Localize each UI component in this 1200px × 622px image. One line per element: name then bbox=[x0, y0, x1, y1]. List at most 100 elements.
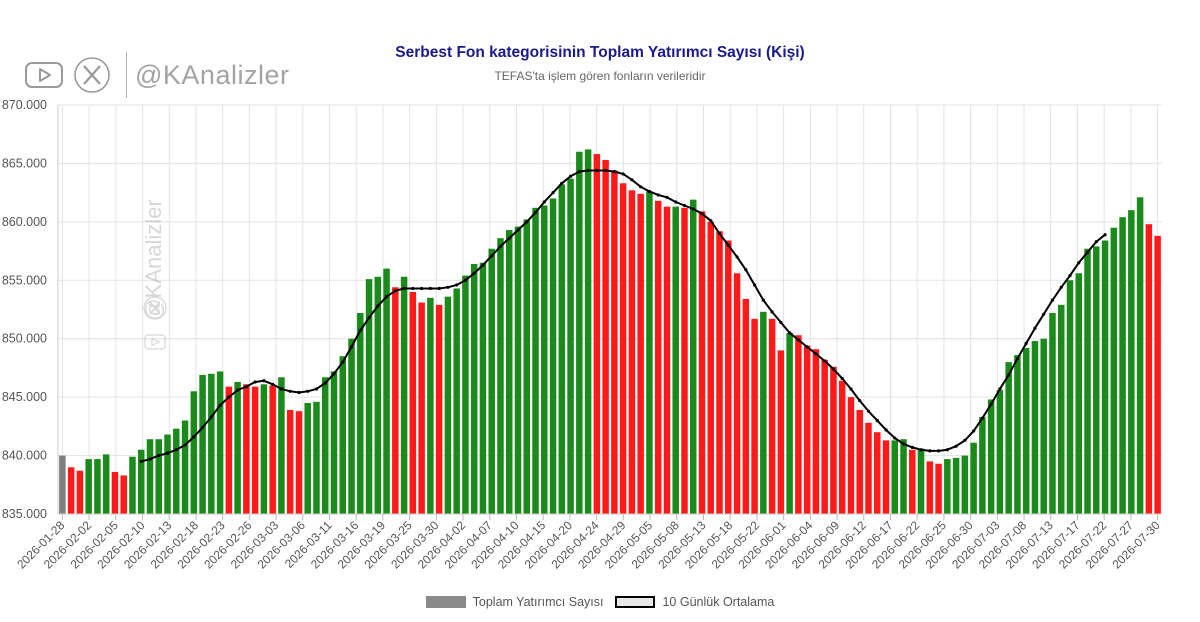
bar[interactable] bbox=[541, 205, 548, 515]
bar[interactable] bbox=[532, 207, 539, 514]
bar[interactable] bbox=[628, 190, 636, 514]
bar[interactable] bbox=[1022, 348, 1030, 514]
bar[interactable] bbox=[321, 377, 329, 514]
bar[interactable] bbox=[392, 287, 399, 514]
bar[interactable] bbox=[365, 279, 373, 514]
bar[interactable] bbox=[129, 456, 136, 514]
bar[interactable] bbox=[357, 313, 364, 514]
bar[interactable] bbox=[1040, 338, 1047, 514]
bar[interactable] bbox=[374, 276, 382, 514]
youtube-icon[interactable] bbox=[24, 55, 64, 95]
bar[interactable] bbox=[120, 475, 127, 514]
bar[interactable] bbox=[733, 273, 741, 514]
bar[interactable] bbox=[663, 206, 671, 514]
bar[interactable] bbox=[453, 288, 460, 514]
bar[interactable] bbox=[400, 276, 408, 514]
bar[interactable] bbox=[85, 459, 92, 514]
bar[interactable] bbox=[996, 390, 1004, 514]
bar[interactable] bbox=[269, 385, 276, 514]
bar[interactable] bbox=[462, 275, 469, 514]
bar[interactable] bbox=[181, 420, 189, 514]
bar[interactable] bbox=[190, 391, 198, 514]
bar[interactable] bbox=[602, 159, 609, 514]
bar[interactable] bbox=[751, 318, 758, 514]
bar[interactable] bbox=[1145, 224, 1153, 515]
bar[interactable] bbox=[856, 409, 863, 514]
bar[interactable] bbox=[225, 386, 233, 514]
bar[interactable] bbox=[59, 455, 66, 514]
bar[interactable] bbox=[330, 371, 338, 514]
bar[interactable] bbox=[497, 238, 504, 514]
bar[interactable] bbox=[1005, 362, 1012, 514]
bar[interactable] bbox=[470, 263, 478, 514]
bar[interactable] bbox=[558, 184, 566, 514]
bar[interactable] bbox=[567, 178, 574, 514]
bar[interactable] bbox=[637, 193, 644, 514]
bar[interactable] bbox=[689, 199, 697, 514]
bar[interactable] bbox=[339, 356, 347, 514]
bar[interactable] bbox=[234, 381, 241, 514]
bar[interactable] bbox=[803, 345, 811, 514]
bar[interactable] bbox=[208, 373, 215, 514]
bar[interactable] bbox=[698, 211, 706, 514]
bar[interactable] bbox=[435, 304, 443, 514]
bar[interactable] bbox=[199, 374, 206, 514]
bar[interactable] bbox=[348, 338, 355, 514]
bar[interactable] bbox=[216, 371, 224, 514]
bar[interactable] bbox=[873, 432, 881, 514]
bar[interactable] bbox=[1101, 240, 1109, 514]
bar[interactable] bbox=[1093, 246, 1100, 514]
bar[interactable] bbox=[1154, 235, 1161, 514]
bar[interactable] bbox=[1075, 273, 1083, 514]
bar[interactable] bbox=[251, 386, 259, 514]
bar[interactable] bbox=[1136, 197, 1144, 514]
bar[interactable] bbox=[768, 318, 776, 514]
bar[interactable] bbox=[1119, 217, 1126, 514]
bar[interactable] bbox=[830, 366, 837, 514]
bar[interactable] bbox=[1084, 248, 1091, 514]
bar[interactable] bbox=[243, 384, 250, 514]
bar[interactable] bbox=[427, 297, 434, 514]
bar[interactable] bbox=[909, 449, 916, 514]
bar[interactable] bbox=[102, 454, 110, 514]
bar[interactable] bbox=[987, 399, 995, 514]
bar[interactable] bbox=[725, 240, 732, 514]
bar[interactable] bbox=[979, 417, 986, 514]
bar[interactable] bbox=[654, 200, 662, 514]
bar[interactable] bbox=[260, 384, 268, 514]
bar[interactable] bbox=[742, 298, 750, 514]
bar[interactable] bbox=[900, 439, 907, 514]
bar[interactable] bbox=[865, 422, 872, 514]
bar[interactable] bbox=[488, 248, 495, 514]
bar[interactable] bbox=[76, 470, 84, 514]
brand-handle[interactable]: @KAnalizler bbox=[135, 59, 290, 90]
bar[interactable] bbox=[795, 335, 802, 514]
bar[interactable] bbox=[313, 401, 320, 514]
bar[interactable] bbox=[111, 471, 119, 514]
bar[interactable] bbox=[952, 457, 960, 514]
bar[interactable] bbox=[944, 459, 951, 514]
bar[interactable] bbox=[523, 219, 531, 514]
x-icon[interactable] bbox=[72, 55, 112, 95]
bar[interactable] bbox=[838, 380, 846, 514]
bar[interactable] bbox=[970, 442, 977, 514]
bar[interactable] bbox=[760, 311, 767, 514]
bar[interactable] bbox=[681, 207, 688, 514]
bar[interactable] bbox=[1031, 341, 1039, 514]
bar[interactable] bbox=[418, 302, 425, 514]
bar[interactable] bbox=[409, 291, 417, 514]
bar[interactable] bbox=[444, 296, 452, 514]
bar[interactable] bbox=[1128, 210, 1135, 514]
bar[interactable] bbox=[611, 170, 618, 514]
bar[interactable] bbox=[847, 397, 855, 514]
bar[interactable] bbox=[1049, 313, 1056, 514]
bar[interactable] bbox=[619, 183, 627, 514]
bar[interactable] bbox=[146, 439, 154, 514]
bar[interactable] bbox=[164, 434, 171, 514]
bar[interactable] bbox=[1057, 304, 1065, 514]
bar[interactable] bbox=[1014, 355, 1021, 514]
bar[interactable] bbox=[383, 268, 390, 514]
bar[interactable] bbox=[646, 191, 653, 514]
bar[interactable] bbox=[812, 349, 820, 514]
bar[interactable] bbox=[935, 463, 942, 514]
